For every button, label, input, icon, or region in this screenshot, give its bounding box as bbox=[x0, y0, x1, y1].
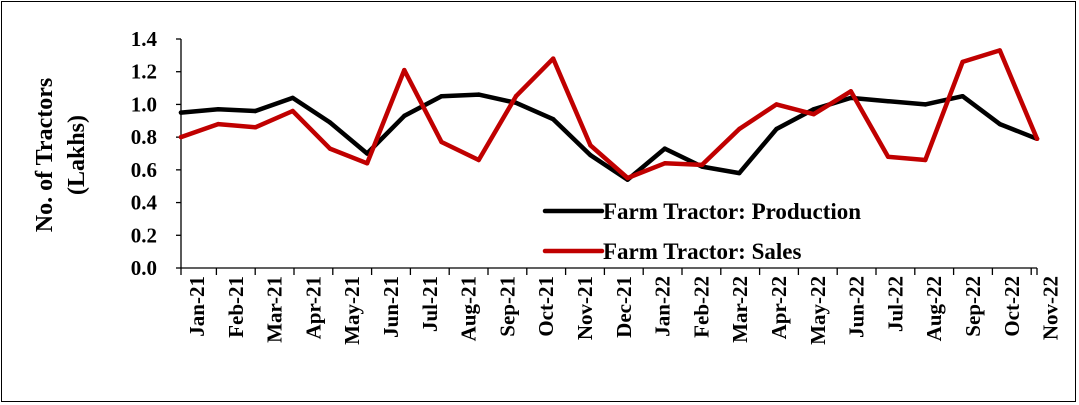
sales-data-point bbox=[178, 134, 184, 140]
production-data-point bbox=[662, 146, 667, 151]
production-data-point bbox=[774, 126, 779, 132]
x-tick-label: Sep-21 bbox=[495, 276, 519, 337]
sales-data-point bbox=[476, 157, 481, 163]
sales-data-point bbox=[774, 102, 779, 107]
production-data-point bbox=[253, 108, 258, 114]
y-tick-label: 0.4 bbox=[131, 191, 158, 215]
legend-production-label: Farm Tractor: Production bbox=[603, 199, 861, 224]
x-tick-label: Jul-21 bbox=[418, 276, 442, 332]
production-data-point bbox=[216, 107, 221, 112]
x-tick-label: Feb-22 bbox=[689, 276, 713, 338]
sales-data-point bbox=[439, 139, 444, 145]
production-data-point bbox=[885, 99, 891, 104]
production-data-point bbox=[737, 170, 742, 176]
y-tick-label: 0.8 bbox=[131, 125, 157, 149]
x-tick-label: May-21 bbox=[340, 276, 364, 345]
x-tick-label: Sep-22 bbox=[961, 276, 985, 337]
legend-sales-label: Farm Tractor: Sales bbox=[603, 239, 801, 264]
sales-data-point bbox=[327, 146, 333, 151]
x-tick-label: Dec-21 bbox=[612, 276, 636, 338]
sales-data-point bbox=[923, 157, 928, 163]
y-tick-label: 1.2 bbox=[131, 60, 157, 84]
production-data-point bbox=[327, 120, 333, 125]
sales-data-point bbox=[402, 67, 407, 73]
sales-data-point bbox=[290, 108, 295, 114]
y-axis-label-line-2: (Lakhs) bbox=[64, 115, 90, 195]
x-tick-label: Jan-22 bbox=[651, 276, 675, 337]
x-tick-label: Aug-22 bbox=[922, 276, 946, 341]
legend: Farm Tractor: Production Farm Tractor: Sa… bbox=[542, 199, 861, 264]
x-tick-label: Mar-21 bbox=[263, 276, 287, 343]
sales-data-point bbox=[216, 121, 221, 127]
production-data-point bbox=[402, 113, 407, 119]
x-tick-label: Jan-21 bbox=[185, 276, 209, 337]
sales-data-point bbox=[997, 48, 1002, 53]
sales-series-line bbox=[178, 48, 1040, 181]
sales-data-point bbox=[551, 56, 556, 61]
x-tick-label: Oct-22 bbox=[1000, 276, 1024, 337]
sales-data-point bbox=[848, 89, 854, 94]
sales-data-point bbox=[662, 161, 667, 166]
y-tick-label: 1.0 bbox=[131, 92, 157, 116]
production-series-line bbox=[178, 92, 1040, 182]
sales-data-point bbox=[811, 112, 816, 117]
sales-data-point bbox=[699, 162, 705, 168]
x-tick-label: Nov-21 bbox=[573, 276, 597, 340]
x-tick-label: Jun-21 bbox=[379, 276, 403, 338]
production-data-point bbox=[811, 107, 816, 112]
sales-data-point bbox=[1034, 136, 1040, 141]
sales-data-point bbox=[625, 175, 630, 181]
x-tick-label: Feb-21 bbox=[224, 276, 248, 338]
x-tick-label: Apr-21 bbox=[301, 276, 325, 339]
sales-data-point bbox=[885, 154, 891, 159]
sales-data-point bbox=[513, 94, 519, 99]
sales-data-point bbox=[253, 125, 258, 130]
production-data-point bbox=[551, 117, 556, 122]
production-data-point bbox=[290, 95, 295, 101]
y-axis-label-line-1: No. of Tractors bbox=[32, 78, 58, 232]
production-data-point bbox=[997, 121, 1002, 127]
x-tick-label: Jun-22 bbox=[845, 276, 869, 338]
x-tick-label: Oct-21 bbox=[534, 276, 558, 337]
y-tick-label: 0.0 bbox=[131, 256, 157, 280]
sales-data-point bbox=[960, 59, 965, 65]
x-tick-label: Apr-22 bbox=[767, 276, 791, 339]
x-tick-label: Nov-22 bbox=[1039, 276, 1063, 340]
production-data-point bbox=[588, 152, 593, 158]
production-data-point bbox=[178, 110, 184, 115]
y-tick-label: 0.2 bbox=[131, 223, 157, 247]
x-tick-label: Mar-22 bbox=[728, 276, 752, 343]
production-data-point bbox=[476, 92, 481, 97]
y-tick-label: 0.6 bbox=[131, 158, 157, 182]
x-tick-label: Aug-21 bbox=[457, 276, 481, 341]
sales-data-point bbox=[364, 161, 370, 166]
sales-data-point bbox=[588, 143, 593, 148]
y-axis-label: No. of Tractors (Lakhs) bbox=[32, 78, 90, 232]
production-data-point bbox=[439, 94, 444, 99]
production-data-point bbox=[923, 102, 928, 107]
sales-data-point bbox=[737, 126, 742, 132]
x-tick-label: Jul-22 bbox=[883, 276, 907, 332]
y-tick-label: 1.4 bbox=[131, 27, 158, 51]
production-data-point bbox=[960, 94, 965, 99]
x-tick-label: May-22 bbox=[806, 276, 830, 345]
